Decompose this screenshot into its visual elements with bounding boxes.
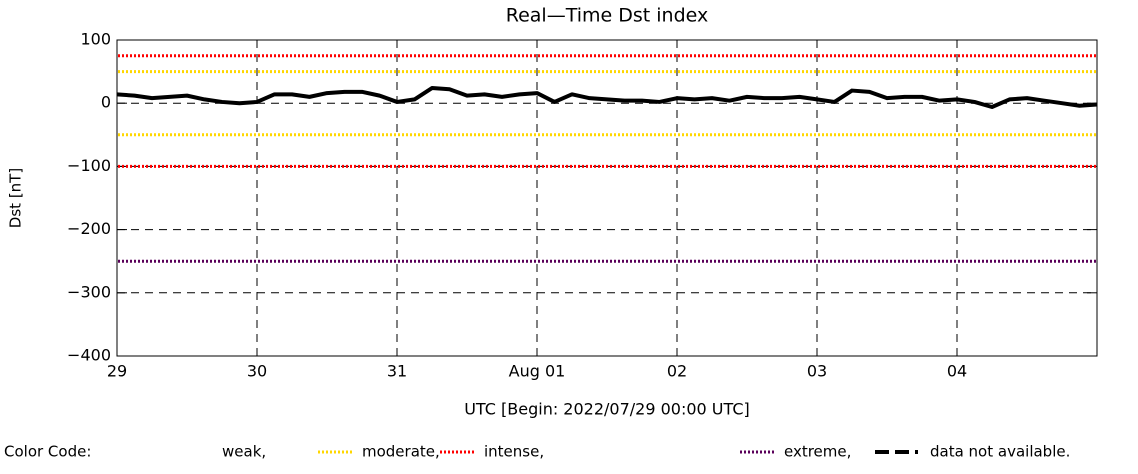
y-tick-label: 0 bbox=[101, 93, 111, 112]
chart-title: Real—Time Dst index bbox=[506, 5, 709, 27]
plot-frame bbox=[116, 39, 1098, 357]
x-tick-label: 30 bbox=[247, 362, 267, 381]
legend-label: moderate, bbox=[362, 443, 440, 461]
data-line bbox=[116, 86, 1098, 109]
y-tick-label: −300 bbox=[67, 282, 111, 301]
x-tick-label: 03 bbox=[807, 362, 827, 381]
y-tick-label: −100 bbox=[67, 156, 111, 175]
legend-title: Color Code: bbox=[4, 443, 91, 461]
x-tick-label: 02 bbox=[667, 362, 687, 381]
legend-label: intense, bbox=[484, 443, 544, 461]
legend-label: data not available. bbox=[930, 443, 1070, 461]
y-tick-label: −200 bbox=[67, 219, 111, 238]
x-tick-label: Aug 01 bbox=[509, 362, 566, 381]
legend-label: extreme, bbox=[784, 443, 851, 461]
y-tick-label: 100 bbox=[80, 30, 111, 49]
x-tick-label: 29 bbox=[107, 362, 127, 381]
x-tick-label: 31 bbox=[387, 362, 407, 381]
y-axis-label: Dst [nT] bbox=[7, 168, 25, 228]
x-tick-label: 04 bbox=[947, 362, 967, 381]
x-axis-label: UTC [Begin: 2022/07/29 00:00 UTC] bbox=[464, 400, 750, 419]
y-tick-label: −400 bbox=[67, 346, 111, 365]
legend-label: weak, bbox=[222, 443, 266, 461]
